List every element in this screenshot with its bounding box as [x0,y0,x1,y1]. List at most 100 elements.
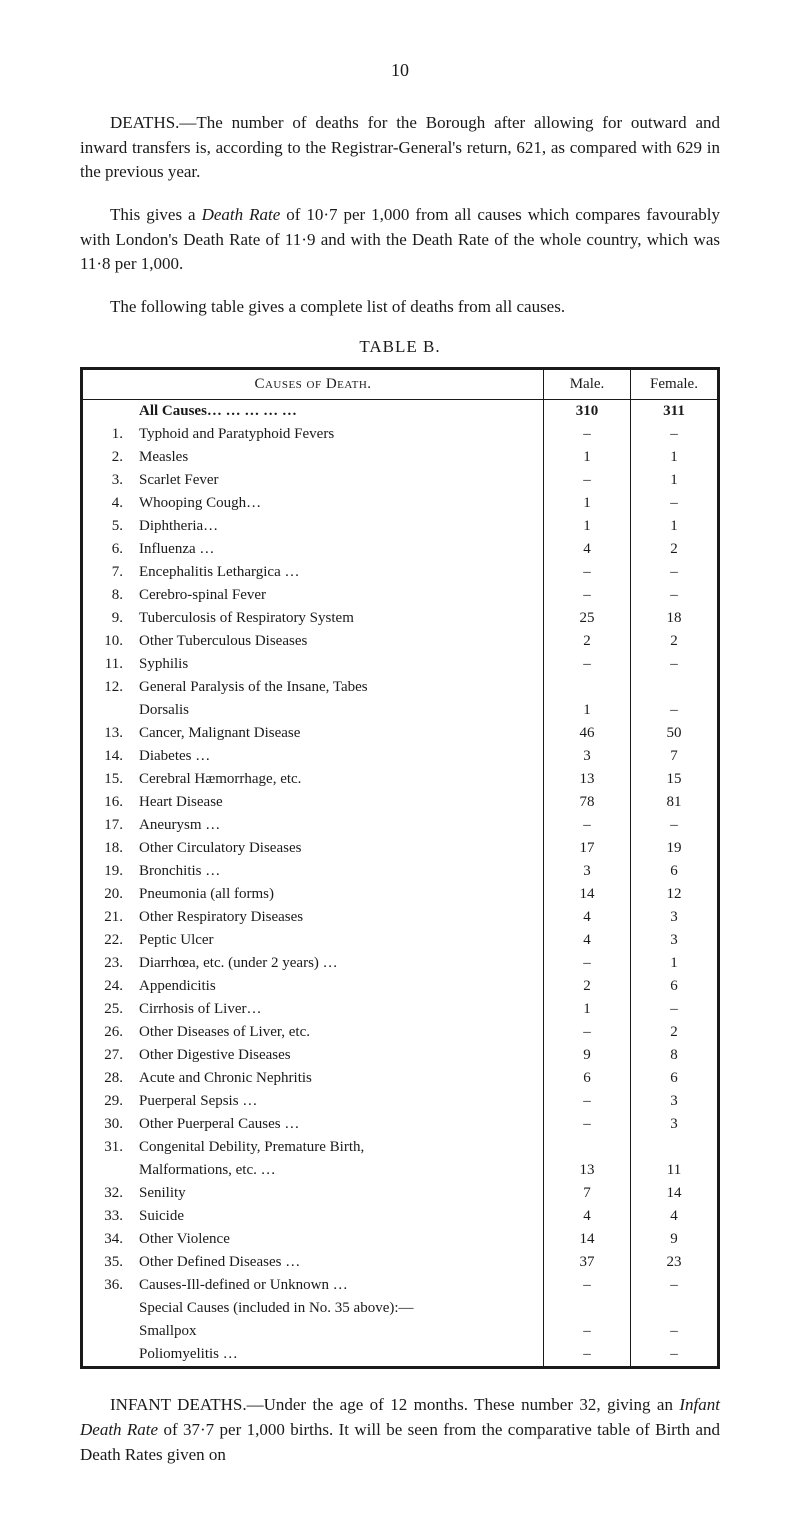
table-title: TABLE B. [80,337,720,357]
female-value: 2 [631,630,719,653]
male-value: – [544,423,631,446]
male-value: 4 [544,906,631,929]
male-value: 4 [544,929,631,952]
female-value: – [631,1320,719,1343]
table-row: 34.Other Violence149 [82,1228,719,1251]
para4-text-c: of 37·7 per 1,000 births. It will be see… [80,1420,720,1464]
female-value: – [631,699,719,722]
table-row: 11.Syphilis–– [82,653,719,676]
female-value: 2 [631,538,719,561]
male-value: – [544,952,631,975]
causes-of-death-table: Causes of Death. Male. Female. All Cause… [80,367,720,1369]
female-value: 1 [631,446,719,469]
table-header-row: Causes of Death. Male. Female. [82,369,719,400]
table-row: 19.Bronchitis …36 [82,860,719,883]
cause-cell: Malformations, etc. … [131,1159,544,1182]
row-number: 6. [82,538,132,561]
male-value: 6 [544,1067,631,1090]
male-value: – [544,1320,631,1343]
row-number: 4. [82,492,132,515]
table-row: 12.General Paralysis of the Insane, Tabe… [82,676,719,699]
row-number: 21. [82,906,132,929]
cause-cell: Other Diseases of Liver, etc. [131,1021,544,1044]
female-value: 11 [631,1159,719,1182]
table-row: 8.Cerebro-spinal Fever–– [82,584,719,607]
cause-cell: Suicide [131,1205,544,1228]
male-value: – [544,1343,631,1368]
cause-cell: Smallpox [131,1320,544,1343]
table-row: Dorsalis1– [82,699,719,722]
cause-cell: Poliomyelitis … [131,1343,544,1368]
cause-cell: Influenza … [131,538,544,561]
male-value: 3 [544,860,631,883]
male-value: – [544,653,631,676]
female-value: 6 [631,975,719,998]
cause-cell: Other Violence [131,1228,544,1251]
table-row: 3.Scarlet Fever–1 [82,469,719,492]
row-number: 27. [82,1044,132,1067]
cause-cell: Other Puerperal Causes … [131,1113,544,1136]
special-causes-header-row: Special Causes (included in No. 35 above… [82,1297,719,1320]
cause-cell: Whooping Cough… [131,492,544,515]
cell-empty [544,1297,631,1320]
row-number: 1. [82,423,132,446]
table-row: Smallpox–– [82,1320,719,1343]
page-number: 10 [80,60,720,81]
cause-cell: General Paralysis of the Insane, Tabes [131,676,544,699]
cause-cell: Other Defined Diseases … [131,1251,544,1274]
female-value: 3 [631,1113,719,1136]
cell-empty [82,400,132,424]
female-value: 1 [631,469,719,492]
male-value: 7 [544,1182,631,1205]
female-value: 6 [631,1067,719,1090]
table-row: 21.Other Respiratory Diseases43 [82,906,719,929]
cause-cell: Heart Disease [131,791,544,814]
table-row: 14.Diabetes …37 [82,745,719,768]
header-female: Female. [631,369,719,400]
female-value: 2 [631,1021,719,1044]
cell-empty [631,1297,719,1320]
table-row: 15.Cerebral Hæmorrhage, etc.1315 [82,768,719,791]
table-row: 31.Congenital Debility, Premature Birth, [82,1136,719,1159]
header-male: Male. [544,369,631,400]
cause-cell: Cerebral Hæmorrhage, etc. [131,768,544,791]
table-row: 2.Measles11 [82,446,719,469]
male-value: 46 [544,722,631,745]
row-number: 24. [82,975,132,998]
male-value: 25 [544,607,631,630]
female-value: 3 [631,1090,719,1113]
table-row: 28.Acute and Chronic Nephritis66 [82,1067,719,1090]
paragraph-death-rate: This gives a Death Rate of 10·7 per 1,00… [80,203,720,277]
cause-cell: Typhoid and Paratyphoid Fevers [131,423,544,446]
row-number: 31. [82,1136,132,1159]
table-row: Poliomyelitis …–– [82,1343,719,1368]
male-value: 37 [544,1251,631,1274]
table-row: 33.Suicide44 [82,1205,719,1228]
cell-empty [82,1297,132,1320]
row-number: 8. [82,584,132,607]
table-row: 9.Tuberculosis of Respiratory System2518 [82,607,719,630]
cause-cell: Other Tuberculous Diseases [131,630,544,653]
table-row: 23.Diarrhœa, etc. (under 2 years) …–1 [82,952,719,975]
row-number [82,699,132,722]
table-row: 16.Heart Disease7881 [82,791,719,814]
row-number [82,1159,132,1182]
row-number: 25. [82,998,132,1021]
female-value: 14 [631,1182,719,1205]
all-causes-female: 311 [631,400,719,424]
female-value: 8 [631,1044,719,1067]
male-value: 14 [544,1228,631,1251]
male-value: – [544,814,631,837]
female-value: – [631,998,719,1021]
special-causes-label: Special Causes (included in No. 35 above… [131,1297,544,1320]
cause-cell: Cerebro-spinal Fever [131,584,544,607]
male-value: 13 [544,1159,631,1182]
row-number: 11. [82,653,132,676]
cell-empty [82,1320,132,1343]
cause-cell: Senility [131,1182,544,1205]
row-number: 34. [82,1228,132,1251]
male-value: – [544,469,631,492]
female-value: 18 [631,607,719,630]
cause-cell: Syphilis [131,653,544,676]
cause-cell: Diarrhœa, etc. (under 2 years) … [131,952,544,975]
